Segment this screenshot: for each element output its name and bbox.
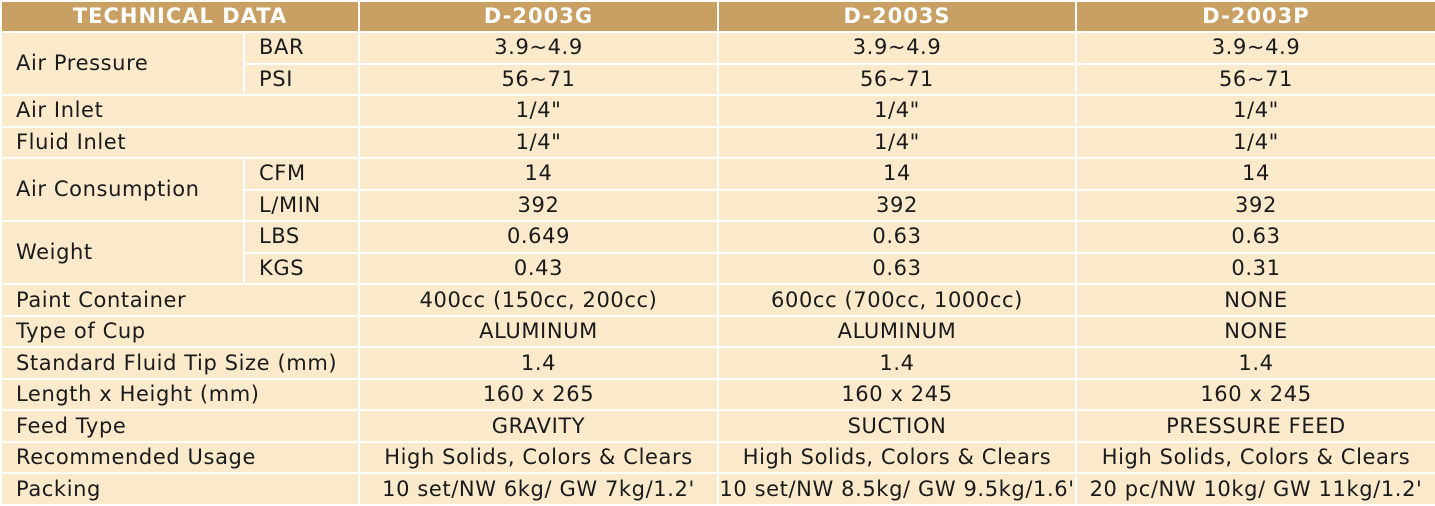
cell-value: 160 x 245 — [717, 377, 1077, 412]
cell-value: 14 — [1075, 157, 1435, 191]
label-packing: Packing — [0, 472, 360, 506]
label-air-inlet: Air Inlet — [0, 94, 360, 128]
cell-value: ALUMINUM — [358, 314, 719, 349]
cell-value: 0.63 — [717, 251, 1077, 286]
unit-cfm: CFM — [243, 157, 360, 191]
cell-value: High Solids, Colors & Clears — [358, 440, 719, 475]
cell-value: GRAVITY — [358, 409, 719, 443]
label-feed-type: Feed Type — [0, 409, 360, 443]
cell-value: 3.9~4.9 — [717, 31, 1077, 65]
cell-value: 1/4" — [717, 125, 1077, 160]
label-length-height: Length x Height (mm) — [0, 377, 360, 412]
cell-value: SUCTION — [717, 409, 1077, 443]
header-model-d2003p: D-2003P — [1075, 0, 1435, 33]
cell-value: 1.4 — [358, 346, 719, 380]
cell-value: 10 set/NW 6kg/ GW 7kg/1.2' — [358, 472, 719, 506]
row-air-consumption-cfm: Air Consumption CFM 14 14 14 — [0, 157, 1435, 223]
cell-value: 1/4" — [717, 94, 1077, 128]
cell-value: 0.63 — [1075, 220, 1435, 254]
cell-value: 3.9~4.9 — [358, 31, 719, 65]
cell-value: 0.31 — [1075, 251, 1435, 286]
cell-value: ALUMINUM — [717, 314, 1077, 349]
label-air-consumption: Air Consumption — [0, 157, 245, 223]
row-feed-type: Feed Type GRAVITY SUCTION PRESSURE FEED — [0, 409, 1435, 443]
row-type-of-cup: Type of Cup ALUMINUM ALUMINUM NONE — [0, 314, 1435, 349]
cell-value: 600cc (700cc, 1000cc) — [717, 283, 1077, 317]
row-air-pressure-bar: Air Pressure BAR 3.9~4.9 3.9~4.9 3.9~4.9 — [0, 30, 1435, 97]
unit-lbs: LBS — [243, 220, 360, 254]
cell-value: NONE — [1075, 314, 1435, 349]
cell-value: 1.4 — [717, 346, 1077, 380]
cell-value: 400cc (150cc, 200cc) — [358, 283, 719, 317]
row-air-inlet: Air Inlet 1/4" 1/4" 1/4" — [0, 94, 1435, 128]
cell-value: 392 — [717, 188, 1077, 223]
cell-value: PRESSURE FEED — [1075, 409, 1435, 443]
cell-value: 160 x 265 — [358, 377, 719, 412]
row-length-height: Length x Height (mm) 160 x 265 160 x 245… — [0, 377, 1435, 412]
row-tip-size: Standard Fluid Tip Size (mm) 1.4 1.4 1.4 — [0, 346, 1435, 380]
cell-value: 14 — [358, 157, 719, 191]
row-air-consumption-lmin: L/MIN 392 392 392 — [1, 188, 1435, 223]
label-fluid-inlet: Fluid Inlet — [0, 125, 360, 160]
row-air-pressure-psi: PSI 56~71 56~71 56~71 — [1, 62, 1435, 97]
cell-value: 1.4 — [1075, 346, 1435, 380]
cell-value: 160 x 245 — [1075, 377, 1435, 412]
row-paint-container: Paint Container 400cc (150cc, 200cc) 600… — [0, 283, 1435, 317]
unit-l-min: L/MIN — [243, 188, 360, 223]
cell-value: 56~71 — [717, 62, 1077, 97]
cell-value: 0.43 — [358, 251, 719, 286]
cell-value: 14 — [717, 157, 1077, 191]
cell-value: 56~71 — [358, 62, 719, 97]
label-recommended-usage: Recommended Usage — [0, 440, 360, 475]
cell-value: 0.649 — [358, 220, 719, 254]
unit-psi: PSI — [243, 62, 360, 97]
label-air-pressure: Air Pressure — [0, 30, 245, 97]
header-model-d2003g: D-2003G — [358, 0, 719, 33]
cell-value: NONE — [1075, 283, 1435, 317]
cell-value: 0.63 — [717, 220, 1077, 254]
header-model-d2003s: D-2003S — [717, 0, 1077, 33]
cell-value: 1/4" — [358, 94, 719, 128]
cell-value: 1/4" — [1075, 125, 1435, 160]
row-recommended-usage: Recommended Usage High Solids, Colors & … — [0, 440, 1435, 475]
cell-value: High Solids, Colors & Clears — [1075, 440, 1435, 475]
row-weight-lbs: Weight LBS 0.649 0.63 0.63 — [0, 220, 1435, 286]
label-type-of-cup: Type of Cup — [0, 314, 360, 349]
row-packing: Packing 10 set/NW 6kg/ GW 7kg/1.2' 10 se… — [0, 472, 1435, 506]
cell-value: 56~71 — [1075, 62, 1435, 97]
header-technical-data: TECHNICAL DATA — [0, 0, 360, 33]
cell-value: 20 pc/NW 10kg/ GW 11kg/1.2' — [1075, 472, 1435, 506]
label-weight: Weight — [0, 220, 245, 286]
label-tip-size: Standard Fluid Tip Size (mm) — [0, 346, 360, 380]
cell-value: 1/4" — [358, 125, 719, 160]
unit-bar: BAR — [243, 31, 360, 65]
cell-value: 1/4" — [1075, 94, 1435, 128]
cell-value: 392 — [358, 188, 719, 223]
cell-value: 392 — [1075, 188, 1435, 223]
row-weight-kgs: KGS 0.43 0.63 0.31 — [1, 251, 1435, 286]
header-row: TECHNICAL DATA D-2003G D-2003S D-2003P — [0, 0, 1435, 33]
row-fluid-inlet: Fluid Inlet 1/4" 1/4" 1/4" — [0, 125, 1435, 160]
unit-kgs: KGS — [243, 251, 360, 286]
cell-value: High Solids, Colors & Clears — [717, 440, 1077, 475]
cell-value: 10 set/NW 8.5kg/ GW 9.5kg/1.6' — [717, 472, 1077, 506]
label-paint-container: Paint Container — [0, 283, 360, 317]
cell-value: 3.9~4.9 — [1075, 31, 1435, 65]
